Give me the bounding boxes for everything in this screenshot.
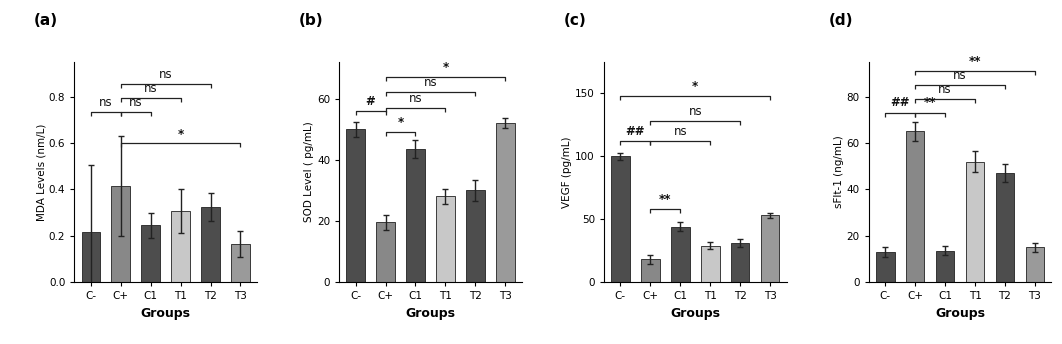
Text: ns: ns: [673, 125, 687, 138]
Text: *: *: [692, 80, 699, 93]
Y-axis label: sFlt-1 (ng/mL): sFlt-1 (ng/mL): [834, 136, 844, 208]
Bar: [406, 149, 425, 282]
Y-axis label: VEGF (pg/mL): VEGF (pg/mL): [563, 136, 572, 208]
Y-axis label: MDA Levels (nm/L): MDA Levels (nm/L): [36, 123, 46, 221]
Text: (d): (d): [828, 13, 853, 29]
Bar: [466, 190, 484, 282]
Bar: [1026, 247, 1044, 282]
Bar: [376, 223, 395, 282]
Text: (c): (c): [564, 13, 586, 29]
Bar: [731, 243, 750, 282]
Text: ##: ##: [890, 96, 910, 109]
Text: *: *: [442, 61, 448, 74]
Bar: [112, 186, 130, 282]
Bar: [965, 162, 984, 282]
X-axis label: Groups: Groups: [935, 307, 986, 320]
Bar: [232, 244, 250, 282]
Text: ns: ns: [954, 68, 966, 82]
Bar: [671, 227, 689, 282]
Bar: [611, 156, 630, 282]
Text: *: *: [397, 116, 404, 129]
Bar: [82, 232, 100, 282]
X-axis label: Groups: Groups: [140, 307, 191, 320]
Text: (b): (b): [299, 13, 324, 29]
Text: ns: ns: [409, 92, 423, 105]
Bar: [436, 196, 455, 282]
Bar: [996, 173, 1014, 282]
Text: #: #: [365, 95, 376, 108]
Text: ns: ns: [159, 68, 172, 81]
Text: ##: ##: [626, 125, 645, 138]
Text: **: **: [969, 55, 981, 68]
Bar: [760, 215, 780, 282]
Bar: [641, 259, 660, 282]
Bar: [876, 252, 894, 282]
Text: ns: ns: [143, 82, 157, 95]
Bar: [141, 225, 160, 282]
Bar: [936, 251, 955, 282]
Y-axis label: SOD Level ( pg/mL): SOD Level ( pg/mL): [304, 122, 314, 222]
Text: ns: ns: [99, 96, 113, 109]
Bar: [906, 131, 924, 282]
Bar: [346, 129, 365, 282]
Text: ns: ns: [424, 76, 438, 89]
Text: **: **: [660, 193, 671, 206]
Bar: [202, 207, 220, 282]
Text: *: *: [177, 128, 184, 141]
Text: ns: ns: [688, 105, 702, 118]
Bar: [496, 123, 515, 282]
Text: ns: ns: [129, 96, 142, 109]
Text: ns: ns: [939, 83, 952, 96]
Bar: [171, 212, 190, 282]
Text: (a): (a): [34, 13, 58, 29]
Text: **: **: [924, 96, 937, 109]
X-axis label: Groups: Groups: [670, 307, 720, 320]
X-axis label: Groups: Groups: [406, 307, 456, 320]
Bar: [701, 246, 720, 282]
